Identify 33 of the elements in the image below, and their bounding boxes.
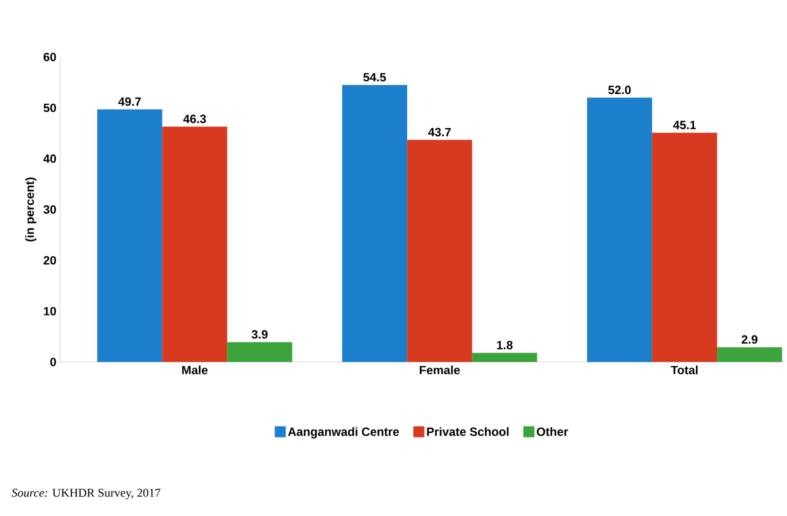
bar [717, 347, 782, 362]
bar [587, 98, 652, 362]
data-label: 2.9 [742, 335, 758, 344]
data-label: 1.8 [497, 340, 513, 350]
bar [162, 126, 228, 362]
data-label: 46.3 [183, 114, 206, 124]
y-tick-label: 60 [44, 52, 56, 62]
x-tick-label: Female [420, 366, 460, 374]
legend-label: Aanganwadi Centre [288, 427, 399, 438]
bar [407, 140, 472, 362]
bar [652, 132, 718, 362]
legend-label: Private School [427, 427, 509, 436]
data-label: 3.9 [252, 330, 268, 339]
data-label: 54.5 [363, 73, 386, 82]
bar [97, 109, 162, 362]
x-tick-label: Total [670, 366, 698, 374]
bar [342, 84, 408, 362]
data-label: 49.7 [118, 97, 141, 106]
y-tick-label: 20 [44, 256, 56, 265]
bar [472, 352, 538, 362]
y-tick-label: 50 [44, 104, 56, 112]
data-label: 45.1 [673, 120, 696, 130]
y-tick-label: 30 [43, 205, 56, 214]
data-label: 52.0 [608, 86, 631, 94]
text: Source: UKHDR Survey, 2017 [12, 488, 160, 500]
y-tick-label: 40 [43, 154, 56, 163]
y-tick-label: 10 [44, 306, 56, 316]
legend-label: Other [536, 427, 568, 436]
y-tick-label: 0 [50, 358, 56, 366]
x-tick-label: Male [182, 366, 208, 374]
y-axis-title: (in percent) [25, 178, 36, 242]
bar [227, 342, 292, 362]
data-label: 43.7 [428, 128, 451, 136]
